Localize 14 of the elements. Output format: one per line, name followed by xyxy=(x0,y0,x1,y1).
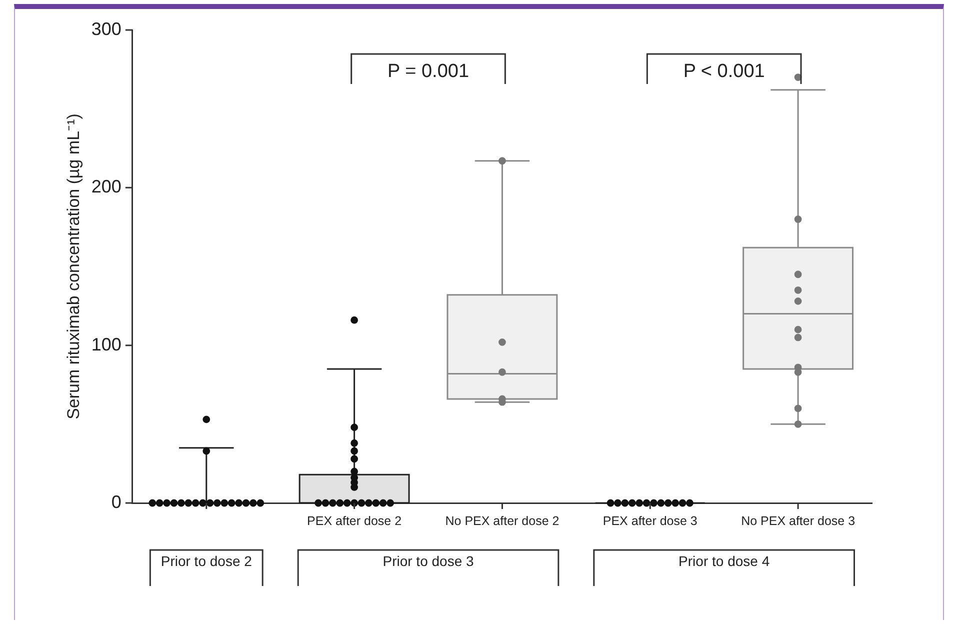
y-axis-title: Serum rituximab concentration (µg mL⁻¹) xyxy=(64,114,83,420)
y-tick-label: 200 xyxy=(91,176,122,197)
x-tick-label: No PEX after dose 2 xyxy=(445,514,560,528)
text: Prior to dose 3 xyxy=(382,552,474,569)
y-tick-label: 100 xyxy=(91,334,122,354)
y-tick-label: 0 xyxy=(111,492,122,512)
annotation: P < 0.001 xyxy=(683,61,765,82)
text: Prior to dose 2 xyxy=(160,552,252,569)
y-tick-label: 300 xyxy=(91,18,122,39)
text: Prior to dose 4 xyxy=(678,552,770,569)
x-tick-label: PEX after dose 2 xyxy=(307,514,402,528)
x-tick-label: PEX after dose 3 xyxy=(602,514,698,528)
x-tick-label: No PEX after dose 3 xyxy=(741,514,856,528)
annotation: P = 0.001 xyxy=(387,61,470,82)
